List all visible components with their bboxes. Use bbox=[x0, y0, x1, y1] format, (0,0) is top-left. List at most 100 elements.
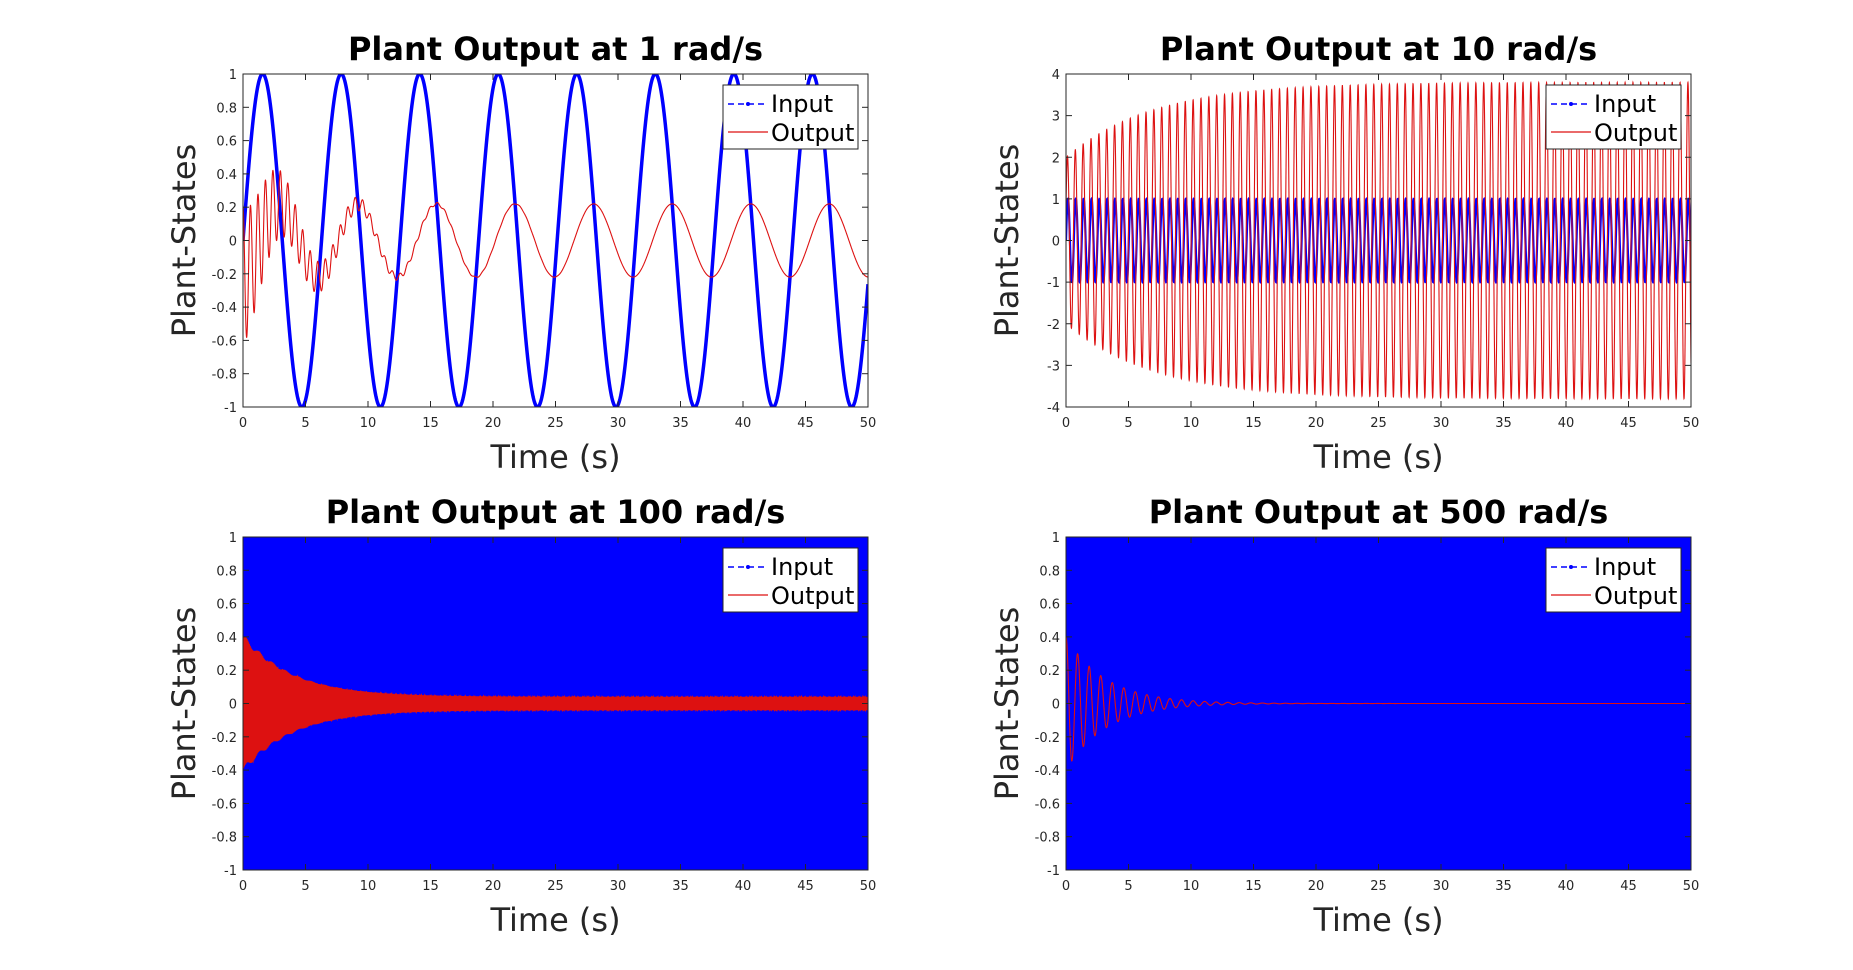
x-tick-label: 0 bbox=[239, 416, 247, 431]
y-tick-label: -0.4 bbox=[212, 764, 237, 779]
legend-box bbox=[722, 84, 859, 150]
series-output bbox=[243, 636, 868, 769]
x-tick-label: 45 bbox=[1620, 416, 1637, 431]
legend-box bbox=[722, 547, 859, 613]
y-tick-label: 1 bbox=[1052, 193, 1060, 208]
x-tick-label: 45 bbox=[797, 416, 814, 431]
y-tick-label: -0.2 bbox=[212, 268, 237, 283]
legend-marker-input bbox=[746, 102, 750, 106]
x-tick-label: 30 bbox=[610, 416, 627, 431]
y-tick-label: -0.6 bbox=[212, 797, 237, 812]
legend-label-output: Output bbox=[771, 119, 854, 147]
x-axis-label: Time (s) bbox=[1312, 438, 1443, 476]
legend-label-input: Input bbox=[1594, 553, 1656, 581]
y-tick-label: -0.4 bbox=[1035, 764, 1060, 779]
x-tick-label: 5 bbox=[301, 879, 309, 894]
x-tick-label: 35 bbox=[1495, 879, 1512, 894]
x-tick-label: 5 bbox=[1124, 879, 1132, 894]
y-axis-label: Plant-States bbox=[165, 607, 203, 801]
legend-label-output: Output bbox=[771, 582, 854, 610]
y-tick-label: 2 bbox=[1052, 151, 1060, 166]
x-tick-label: 25 bbox=[1370, 416, 1387, 431]
x-tick-label: 40 bbox=[735, 416, 752, 431]
x-tick-label: 0 bbox=[1062, 416, 1070, 431]
y-tick-label: 3 bbox=[1052, 110, 1060, 125]
x-tick-label: 40 bbox=[1558, 879, 1575, 894]
series-output bbox=[1066, 636, 1691, 762]
y-tick-label: -0.2 bbox=[212, 731, 237, 746]
y-tick-label: 0.6 bbox=[216, 135, 237, 150]
x-tick-label: 10 bbox=[1183, 416, 1200, 431]
legend-marker-input bbox=[1569, 565, 1573, 569]
x-tick-label: 20 bbox=[485, 416, 502, 431]
y-tick-label: 0.4 bbox=[1039, 631, 1060, 646]
y-tick-label: 0.2 bbox=[216, 664, 237, 679]
legend-marker-input bbox=[746, 565, 750, 569]
x-tick-label: 15 bbox=[1245, 416, 1262, 431]
y-tick-label: 0.8 bbox=[216, 101, 237, 116]
y-tick-label: 0.8 bbox=[216, 564, 237, 579]
x-tick-label: 0 bbox=[239, 879, 247, 894]
y-axis-label: Plant-States bbox=[165, 144, 203, 338]
y-tick-label: -0.6 bbox=[212, 334, 237, 349]
series-input bbox=[1066, 196, 1691, 284]
y-tick-label: -4 bbox=[1047, 401, 1060, 416]
y-tick-label: 1 bbox=[229, 531, 237, 546]
x-tick-label: 30 bbox=[1433, 879, 1450, 894]
plot-curves bbox=[243, 74, 868, 407]
y-tick-label: 1 bbox=[1052, 531, 1060, 546]
x-tick-label: 50 bbox=[1683, 879, 1700, 894]
legend-box bbox=[1545, 84, 1682, 150]
x-tick-label: 50 bbox=[860, 416, 877, 431]
legend-label-input: Input bbox=[1594, 90, 1656, 118]
y-tick-label: 0.6 bbox=[1039, 598, 1060, 613]
x-tick-label: 30 bbox=[610, 879, 627, 894]
y-tick-label: -1 bbox=[224, 401, 237, 416]
y-tick-label: 0.8 bbox=[1039, 564, 1060, 579]
y-tick-label: 0 bbox=[229, 235, 237, 250]
x-tick-label: 15 bbox=[422, 416, 439, 431]
x-tick-label: 15 bbox=[1245, 879, 1262, 894]
x-tick-label: 15 bbox=[422, 879, 439, 894]
legend-marker-input bbox=[1569, 102, 1573, 106]
x-tick-label: 35 bbox=[1495, 416, 1512, 431]
x-tick-label: 35 bbox=[672, 416, 689, 431]
x-tick-label: 10 bbox=[360, 879, 377, 894]
y-tick-label: 0.2 bbox=[1039, 664, 1060, 679]
legend-label-output: Output bbox=[1594, 119, 1677, 147]
y-tick-label: -0.2 bbox=[1035, 731, 1060, 746]
x-tick-label: 40 bbox=[735, 879, 752, 894]
x-tick-label: 10 bbox=[1183, 879, 1200, 894]
y-axis-label: Plant-States bbox=[988, 607, 1026, 801]
x-tick-label: 25 bbox=[547, 416, 564, 431]
x-tick-label: 45 bbox=[1620, 879, 1637, 894]
x-tick-label: 50 bbox=[1683, 416, 1700, 431]
y-tick-label: -0.4 bbox=[212, 301, 237, 316]
x-tick-label: 35 bbox=[672, 879, 689, 894]
x-tick-label: 25 bbox=[547, 879, 564, 894]
y-tick-label: 4 bbox=[1052, 68, 1060, 83]
series-input bbox=[243, 74, 868, 407]
y-tick-label: -0.6 bbox=[1035, 797, 1060, 812]
x-tick-label: 30 bbox=[1433, 416, 1450, 431]
legend-label-input: Input bbox=[771, 553, 833, 581]
y-tick-label: -0.8 bbox=[1035, 831, 1060, 846]
y-tick-label: 0 bbox=[229, 698, 237, 713]
y-tick-label: 0.4 bbox=[216, 631, 237, 646]
subplot-100-rad: 0 5 10 15 20 25 30 35 40 45 50 -1 -0.8 -0.6 -0.4 -0.2 0 0… bbox=[165, 493, 876, 939]
y-axis-label: Plant-States bbox=[988, 144, 1026, 338]
y-tick-label: 0 bbox=[1052, 698, 1060, 713]
x-axis-label: Time (s) bbox=[1312, 901, 1443, 939]
x-tick-label: 50 bbox=[860, 879, 877, 894]
x-axis-label: Time (s) bbox=[489, 901, 620, 939]
chart-title: Plant Output at 10 rad/s bbox=[1160, 30, 1597, 68]
y-tick-label: -1 bbox=[1047, 276, 1060, 291]
y-tick-label: 0.2 bbox=[216, 201, 237, 216]
series-output bbox=[243, 169, 868, 338]
legend-box bbox=[1545, 547, 1682, 613]
x-tick-label: 40 bbox=[1558, 416, 1575, 431]
x-tick-label: 0 bbox=[1062, 879, 1070, 894]
y-tick-label: 0.6 bbox=[216, 598, 237, 613]
